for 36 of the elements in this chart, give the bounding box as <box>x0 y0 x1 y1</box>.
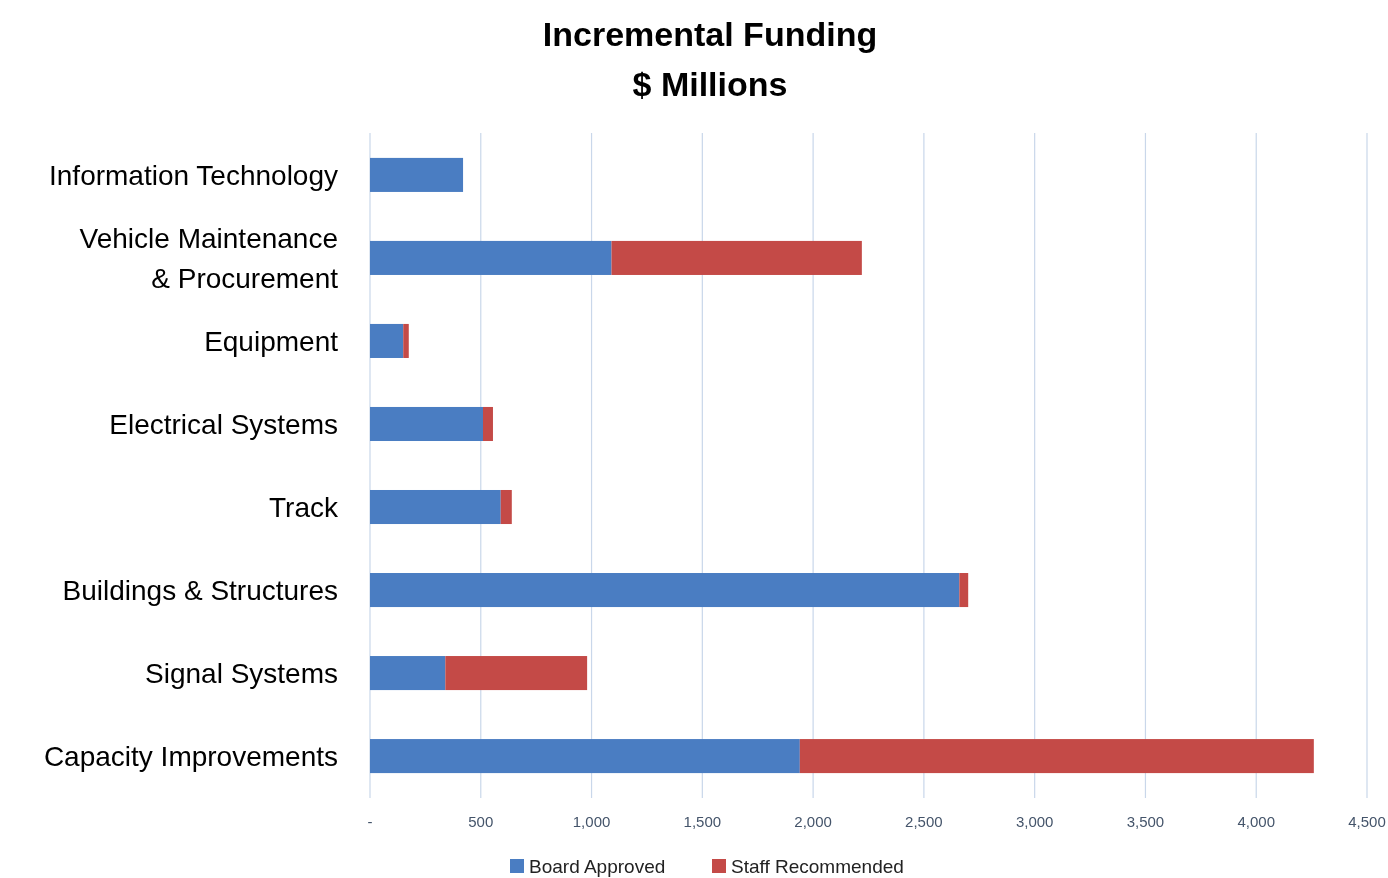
y-tick-label: Equipment <box>204 325 339 357</box>
bar <box>799 739 1314 774</box>
x-tick-label: 4,500 <box>1348 813 1386 830</box>
y-tick-label: Vehicle Maintenance & Procurement <box>79 222 339 294</box>
bar <box>959 573 969 608</box>
bar <box>370 240 612 275</box>
bar <box>482 406 493 442</box>
x-tick-label: 500 <box>468 813 494 830</box>
y-tick-label: Track <box>269 491 339 523</box>
bar <box>370 323 404 358</box>
x-tick-label: 2,000 <box>794 813 832 830</box>
y-tick-label: Signal Systems <box>145 657 338 689</box>
x-tick-label: 3,000 <box>1015 813 1054 830</box>
legend-label: Board Approved <box>529 855 666 877</box>
x-tick-label: 1,000 <box>572 813 611 830</box>
x-tick-label: - <box>367 813 373 830</box>
x-tick-label: 2,500 <box>905 813 943 830</box>
bar <box>370 739 800 774</box>
bar <box>370 406 483 442</box>
y-tick-label: Buildings & Structures <box>62 574 338 606</box>
y-tick-label: Capacity Improvements <box>43 740 338 772</box>
bar <box>445 656 588 691</box>
x-tick-label: 1,500 <box>683 813 722 830</box>
bar <box>611 240 862 275</box>
bar <box>370 573 960 608</box>
chart-title: Incremental Funding $ Millions <box>542 15 878 103</box>
bar <box>370 489 501 525</box>
legend-label: Staff Recommended <box>731 855 904 877</box>
x-tick-label: 4,000 <box>1237 813 1275 830</box>
y-tick-label: Electrical Systems <box>109 408 338 440</box>
y-tick-label: Information Technology <box>49 159 338 191</box>
bar <box>403 323 409 358</box>
bar <box>370 157 464 192</box>
x-tick-label: 3,500 <box>1126 813 1165 830</box>
bar <box>370 656 446 691</box>
bar <box>500 489 512 525</box>
